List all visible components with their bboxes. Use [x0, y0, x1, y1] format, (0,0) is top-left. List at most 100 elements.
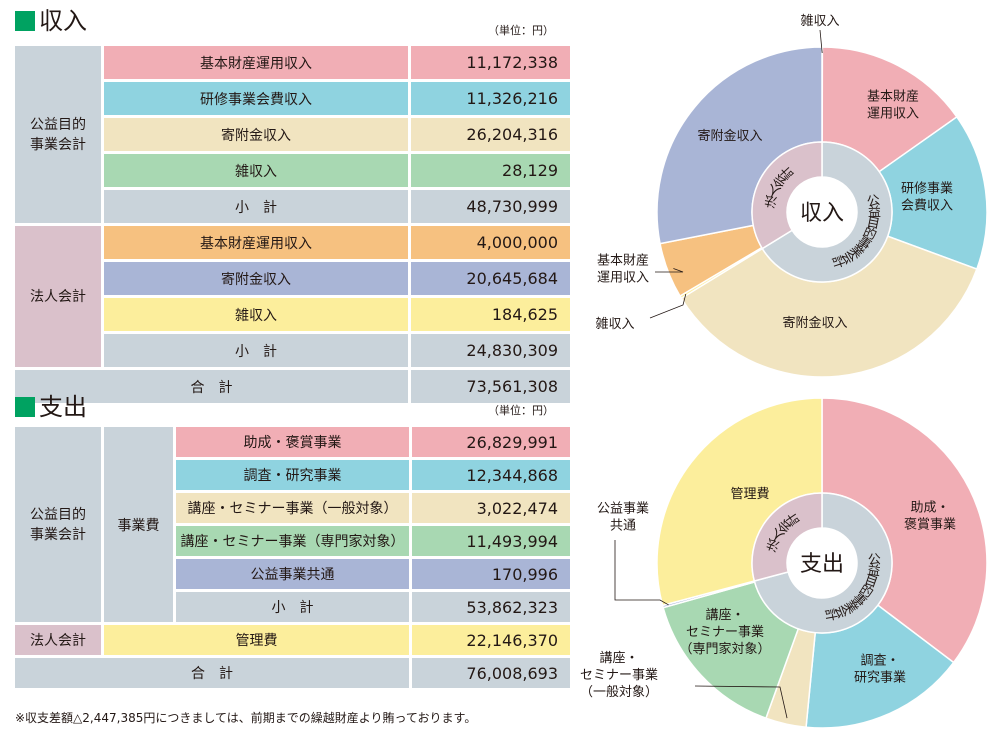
group-label-line: 法人会計 [30, 288, 86, 305]
row-label: 基本財産運用収入 [104, 46, 408, 79]
inner-ring-label-char: 目 [862, 573, 879, 591]
leader-line [819, 29, 823, 54]
slice-label: セミナー事業 [580, 667, 658, 683]
row-value: 24,830,309 [411, 334, 570, 367]
row-label: 調査・研究事業 [176, 460, 409, 490]
slice-label: 褒賞事業 [904, 517, 956, 533]
row-value: 3,022,474 [412, 493, 570, 523]
expense-unit-label: （単位：円） [488, 404, 554, 417]
slice-label: （一般対象） [580, 684, 658, 700]
slice-label: 基本財産 [597, 253, 649, 269]
group-label: 公益目的 事業会計 [15, 46, 101, 223]
row-value: 22,146,370 [412, 625, 570, 655]
center-label: 収入 [800, 201, 844, 226]
total-label: 合 計 [15, 658, 409, 688]
row-value: 4,000,000 [411, 226, 570, 259]
expense-section-title: 支出 [15, 392, 87, 422]
inner-ring-label-char: 的 [861, 224, 879, 244]
group-label: 法人会計 [15, 226, 101, 367]
group-label: 法人会計 [15, 625, 101, 655]
slice-label: 公益事業 [597, 501, 649, 517]
total-label: 合 計 [15, 370, 408, 403]
row-label: 雑収入 [104, 298, 408, 331]
income-title: 収入 [39, 7, 87, 35]
slice-label: 運用収入 [597, 271, 649, 286]
income-donut-chart: 収入 公益目的事業会計法人会計雑収入基本財産運用収入研修事業会費収入寄附金収入雑収… [595, 13, 988, 378]
inner-ring-slice [761, 141, 893, 283]
inner-ring-label-char: 法 [764, 535, 781, 553]
row-value: 12,344,868 [412, 460, 570, 490]
group-label-line: 公益目的 [30, 506, 86, 523]
inner-ring-label-char: 会 [831, 603, 850, 621]
row-value: 53,862,323 [412, 592, 570, 622]
row-label: 講座・セミナー事業（一般対象） [176, 493, 409, 523]
row-label: 寄附金収入 [104, 262, 408, 295]
inner-ring-label-char: 益 [866, 563, 881, 580]
row-label: 雑収入 [104, 154, 408, 187]
group-label: 公益目的 事業会計 [15, 427, 101, 622]
slice-label: 助成・ [910, 501, 949, 516]
footnote: ※収支差額△2,447,385円につきましては、前期までの繰越財産より賄っており… [15, 711, 477, 725]
row-value: 48,730,999 [411, 190, 570, 223]
inner-ring-label-char: 計 [821, 607, 839, 623]
slice-label: 雑収入 [800, 13, 839, 29]
inner-ring-label-char: 計 [828, 253, 847, 270]
row-label: 講座・セミナー事業（専門家対象） [176, 526, 409, 556]
inner-ring-label-char: 公 [866, 193, 882, 211]
row-value: 26,829,991 [412, 427, 570, 457]
row-value: 11,326,216 [411, 82, 570, 115]
slice-label: 寄附金収入 [782, 315, 847, 331]
slice-label: 調査・ [860, 654, 899, 669]
row-value: 11,493,994 [412, 526, 570, 556]
slice-label: 講座・ [705, 607, 744, 623]
inner-ring-label-char: 目 [865, 215, 881, 232]
row-label: 研修事業会費収入 [104, 82, 408, 115]
row-value: 20,645,684 [411, 262, 570, 295]
row-label: 公益事業共通 [176, 559, 409, 589]
slice-label: 研修事業 [901, 181, 953, 197]
row-label: 小 計 [104, 334, 408, 367]
expense-donut-chart: 支出 公益目的事業会計法人会計助成・褒賞事業調査・研究事業講座・セミナー事業（一般… [580, 397, 988, 729]
group-label-line: 公益目的 [30, 116, 86, 133]
group-label-line: 事業会計 [30, 526, 86, 543]
slice-label: 共通 [610, 519, 636, 534]
income-unit-label: （単位：円） [488, 24, 554, 37]
total-value: 73,561,308 [411, 370, 570, 403]
donut-hole [787, 177, 857, 247]
row-value: 184,625 [411, 298, 570, 331]
row-label: 助成・褒賞事業 [176, 427, 409, 457]
slice-label: 基本財産 [867, 89, 919, 105]
inner-ring-label-char: 法 [763, 192, 779, 209]
slice-label: 会費収入 [901, 199, 953, 214]
slice-label: 寄附金収入 [697, 128, 762, 144]
slice-label: 講座・ [599, 650, 638, 666]
row-value: 170,996 [412, 559, 570, 589]
expense-table: 公益目的 事業会計 事業費 助成・褒賞事業 26,829,991 調査・研究事業 12,34… [15, 427, 570, 703]
slice-label: 運用収入 [867, 107, 919, 122]
total-value: 76,008,693 [412, 658, 570, 688]
center-label: 支出 [800, 552, 844, 577]
row-value: 26,204,316 [411, 118, 570, 151]
leader-line [655, 268, 684, 273]
row-label: 小 計 [176, 592, 409, 622]
leader-line [649, 293, 687, 319]
slice-label: セミナー事業 [686, 624, 764, 640]
row-label: 基本財産運用収入 [104, 226, 408, 259]
category-label: 事業費 [104, 427, 173, 622]
income-table: 公益目的 事業会計 基本財産運用収入 11,172,338 研修事業会費収入 11,326… [15, 46, 570, 403]
inner-ring-label-char: 益 [868, 205, 881, 220]
income-section-title: 収入 [15, 6, 87, 36]
slice-label: （専門家対象） [679, 641, 770, 657]
row-value: 11,172,338 [411, 46, 570, 79]
green-square-icon [15, 11, 35, 31]
group-label-line: 事業会計 [30, 136, 86, 153]
green-square-icon [15, 397, 35, 417]
row-value: 28,129 [411, 154, 570, 187]
slice-label: 雑収入 [595, 316, 634, 332]
row-label: 管理費 [104, 625, 409, 655]
inner-ring-label-char: 人 [765, 180, 783, 199]
donut-hole [787, 528, 857, 598]
slice-label: 研究事業 [854, 670, 906, 686]
expense-title: 支出 [39, 393, 87, 421]
slice-label: 管理費 [730, 487, 769, 502]
